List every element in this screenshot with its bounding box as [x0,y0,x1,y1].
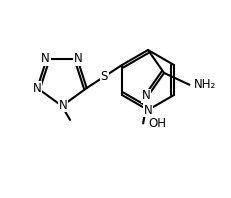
Text: N: N [143,104,152,116]
Text: N: N [141,89,150,102]
Text: N: N [58,98,67,111]
Text: NH₂: NH₂ [193,78,215,91]
Text: N: N [74,52,82,66]
Text: S: S [100,70,108,83]
Text: N: N [41,52,50,66]
Text: OH: OH [148,117,165,130]
Text: N: N [33,82,42,94]
